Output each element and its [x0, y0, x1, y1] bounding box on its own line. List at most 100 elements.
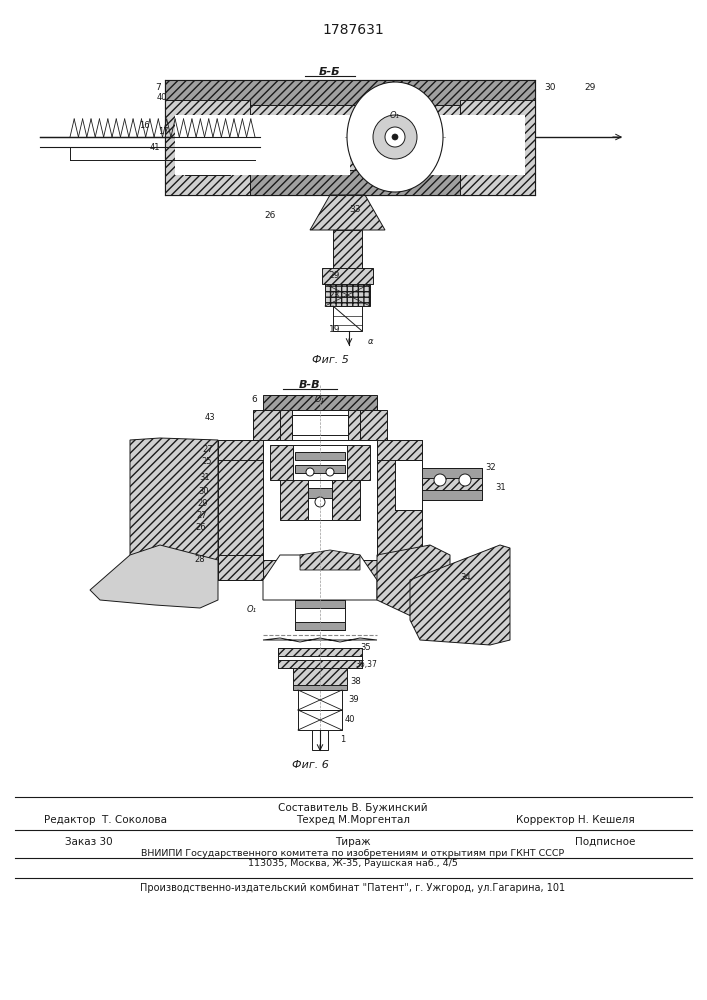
Bar: [165, 80, 535, 105]
Circle shape: [315, 497, 325, 507]
Bar: [295, 600, 345, 630]
Text: Техред М.Моргентал: Техред М.Моргентал: [296, 815, 410, 825]
Text: 1787631: 1787631: [322, 23, 384, 37]
Bar: [175, 115, 350, 175]
Bar: [377, 440, 422, 560]
Bar: [332, 480, 360, 520]
Text: Заказ 30: Заказ 30: [65, 837, 112, 847]
Bar: [218, 560, 422, 580]
Text: 29: 29: [584, 84, 596, 93]
Bar: [380, 115, 525, 175]
Polygon shape: [90, 545, 218, 608]
Text: Фиг. 5: Фиг. 5: [312, 355, 349, 365]
Bar: [333, 306, 362, 331]
Text: Корректор Н. Кешеля: Корректор Н. Кешеля: [515, 815, 634, 825]
Text: ВНИИПИ Государственного комитета по изобретениям и открытиям при ГКНТ СССР: ВНИИПИ Государственного комитета по изоб…: [141, 850, 565, 858]
Polygon shape: [410, 545, 510, 645]
Text: 30: 30: [544, 84, 556, 93]
Bar: [293, 685, 347, 690]
Circle shape: [434, 474, 446, 486]
Polygon shape: [310, 195, 385, 230]
Bar: [165, 170, 535, 195]
Text: 41: 41: [150, 143, 160, 152]
Bar: [218, 440, 263, 560]
Bar: [348, 410, 360, 440]
Bar: [422, 468, 482, 478]
Polygon shape: [300, 550, 360, 570]
Bar: [325, 284, 370, 306]
Text: 113035, Москва, Ж-35, Раушская наб., 4/5: 113035, Москва, Ж-35, Раушская наб., 4/5: [248, 858, 458, 867]
Text: 26: 26: [195, 524, 206, 532]
Bar: [218, 440, 422, 460]
Text: 25: 25: [201, 458, 212, 466]
Text: α: α: [367, 338, 373, 347]
Bar: [218, 555, 263, 580]
Text: Редактор  Т. Соколова: Редактор Т. Соколова: [44, 815, 167, 825]
Text: 33: 33: [349, 206, 361, 215]
Bar: [253, 410, 387, 440]
Bar: [165, 80, 535, 195]
Bar: [165, 80, 230, 195]
Bar: [293, 445, 347, 480]
Bar: [295, 622, 345, 630]
Circle shape: [385, 127, 405, 147]
Text: 29: 29: [197, 499, 208, 508]
Text: 19: 19: [329, 326, 341, 334]
Bar: [263, 395, 377, 410]
Text: 17: 17: [158, 127, 168, 136]
Bar: [278, 648, 362, 656]
Text: Тираж: Тираж: [335, 837, 370, 847]
Circle shape: [373, 115, 417, 159]
Bar: [422, 468, 482, 500]
Text: 27: 27: [202, 446, 213, 454]
Text: 29: 29: [329, 271, 340, 280]
Text: Производственно-издательский комбинат "Патент", г. Ужгород, ул.Гагарина, 101: Производственно-издательский комбинат "П…: [141, 883, 566, 893]
Bar: [308, 480, 332, 520]
Bar: [333, 230, 362, 270]
Text: В-В: В-В: [299, 380, 321, 390]
Polygon shape: [263, 555, 377, 600]
Bar: [312, 730, 328, 750]
Text: Подписное: Подписное: [575, 837, 636, 847]
Polygon shape: [377, 545, 450, 625]
Text: 23: 23: [329, 290, 340, 300]
Text: 31: 31: [199, 474, 210, 483]
Text: 35: 35: [360, 644, 370, 652]
Bar: [185, 155, 230, 163]
Ellipse shape: [347, 82, 443, 192]
Text: O₁: O₁: [247, 605, 257, 614]
Text: 28: 28: [194, 556, 205, 564]
Polygon shape: [130, 438, 218, 582]
Text: 32: 32: [485, 464, 496, 473]
Text: 34: 34: [460, 574, 471, 582]
Bar: [185, 155, 230, 175]
Circle shape: [326, 468, 334, 476]
Bar: [263, 440, 377, 560]
Text: 31: 31: [495, 484, 506, 492]
Text: 39: 39: [348, 696, 358, 704]
Text: 38: 38: [350, 678, 361, 686]
Bar: [295, 465, 345, 473]
Text: 27: 27: [197, 510, 207, 520]
Text: 43: 43: [204, 414, 215, 422]
Bar: [293, 668, 347, 688]
Text: 7: 7: [155, 84, 161, 93]
Bar: [270, 445, 295, 480]
Bar: [322, 268, 373, 284]
Bar: [308, 488, 332, 498]
Bar: [298, 690, 342, 710]
Bar: [345, 445, 370, 480]
Text: 40: 40: [157, 94, 168, 103]
Text: 36,37: 36,37: [355, 660, 377, 670]
Text: 40: 40: [345, 716, 356, 724]
Bar: [165, 80, 535, 195]
Text: Составитель В. Бужинский: Составитель В. Бужинский: [278, 803, 428, 813]
Text: 16: 16: [139, 120, 150, 129]
Bar: [295, 452, 345, 460]
Bar: [292, 415, 348, 435]
Circle shape: [459, 474, 471, 486]
Text: Б-Б: Б-Б: [319, 67, 341, 77]
Text: O₁: O₁: [390, 110, 400, 119]
Bar: [280, 410, 360, 440]
Bar: [278, 660, 362, 668]
